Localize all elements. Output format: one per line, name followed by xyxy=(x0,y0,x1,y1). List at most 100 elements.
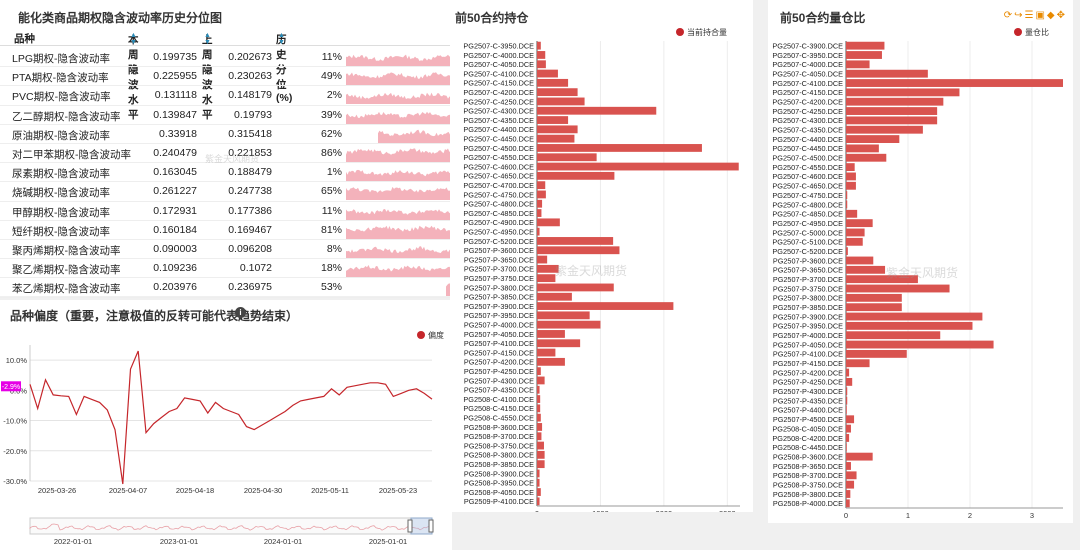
table-row[interactable]: PTA期权-隐含波动率 0.225955 0.230263 49% xyxy=(0,67,452,87)
bar xyxy=(846,471,857,480)
category-label: PG2508-C-4100.DCE xyxy=(463,395,534,404)
category-label: PG2507-P-3600.DCE xyxy=(773,256,843,265)
bar xyxy=(846,181,856,190)
ratio-legend[interactable]: 量仓比 xyxy=(1014,27,1049,38)
bar xyxy=(537,171,615,180)
table-row[interactable]: 烧碱期权-隐含波动率 0.261227 0.247738 65% xyxy=(0,182,452,202)
bar xyxy=(846,228,865,237)
row-cur-vol: 0.090003 xyxy=(153,243,197,255)
sparkline-area xyxy=(346,246,451,258)
category-label: PG2507-C-4650.DCE xyxy=(772,182,843,191)
bell-icon[interactable]: ◆ xyxy=(1046,10,1057,21)
sort-icon[interactable]: ▲ ▼ xyxy=(278,32,285,46)
table-row[interactable]: 苯乙烯期权-隐含波动率 0.203976 0.236975 53% xyxy=(0,278,452,298)
category-label: PG2508-C-4550.DCE xyxy=(463,413,534,422)
list-icon[interactable]: ☰ xyxy=(1024,10,1036,21)
overview-line xyxy=(29,523,433,531)
table-row[interactable]: LPG期权-隐含波动率 0.199735 0.202673 11% xyxy=(0,48,452,68)
table-row[interactable]: 聚丙烯期权-隐含波动率 0.090003 0.096208 8% xyxy=(0,240,452,260)
ratio-chart-panel: 前50合约量仓比 ⟳↪☰▣◆✥ 量仓比 0 1 2 3 PG2507-C-3900.DC… xyxy=(768,0,1073,523)
category-label: PG2508-P-3600.DCE xyxy=(464,423,534,432)
bar xyxy=(846,406,847,414)
category-label: PG2508-C-4150.DCE xyxy=(463,404,534,413)
ratio-bar-chart[interactable]: 0 1 2 3PG2507-C-3900.DCEPG2507-C-3950.DCEPG… xyxy=(768,0,1073,523)
row-name: 尿素期权-隐含波动率 xyxy=(12,168,110,181)
save-image-icon[interactable]: ▣ xyxy=(1035,10,1047,21)
category-label: PG2507-P-4250.DCE xyxy=(773,378,843,387)
sort-icon[interactable]: ▲ ▼ xyxy=(204,32,211,46)
category-label: PG2507-C-4750.DCE xyxy=(463,190,534,199)
table-row[interactable]: 聚乙烯期权-隐含波动率 0.109236 0.1072 18% xyxy=(0,259,452,279)
sparkline-area xyxy=(346,111,451,124)
bias-line-chart[interactable]: 10.0%0.0%-10.0%-20.0%-30.0%-2.9%2025-03-… xyxy=(0,300,452,550)
row-percentile: 62% xyxy=(320,127,342,140)
table-row[interactable]: 甲醇期权-隐含波动率 0.172931 0.177386 11% xyxy=(0,202,452,221)
bar xyxy=(846,209,858,218)
bias-chart-title: 品种偏度（重要，注意极值的反转可能代表趋势结束） xyxy=(10,309,299,323)
category-label: PG2507-C-5200.DCE xyxy=(463,237,534,246)
category-label: PG2509-P-4100.DCE xyxy=(464,497,534,506)
bar xyxy=(846,368,850,377)
category-label: PG2507-P-3750.DCE xyxy=(773,284,843,293)
bar xyxy=(537,302,674,310)
bar xyxy=(846,153,887,162)
bar xyxy=(537,274,556,283)
category-label: PG2507-P-3900.DCE xyxy=(773,312,843,321)
table-row[interactable]: 原油期权-隐含波动率 0.33918 0.315418 62% xyxy=(0,125,452,144)
row-cur-vol: 0.172931 xyxy=(153,204,197,217)
positions-legend[interactable]: 当前持合量 xyxy=(676,27,727,38)
row-percentile: 65% xyxy=(320,185,342,198)
positions-bar-chart[interactable]: 0100020003000PG2507-C-3950.DCEPG2507-C-4… xyxy=(450,0,753,512)
row-cur-vol: 0.199735 xyxy=(153,51,197,63)
category-label: PG2508-P-3700.DCE xyxy=(773,471,843,480)
table-row[interactable]: 尿素期权-隐含波动率 0.163045 0.188479 1% xyxy=(0,163,452,183)
row-name: 乙二醇期权-隐含波动率 xyxy=(12,110,121,123)
table-row[interactable]: 短纤期权-隐含波动率 0.160184 0.169467 81% xyxy=(0,221,452,240)
category-label: PG2507-P-4300.DCE xyxy=(773,387,843,396)
category-label: PG2507-P-3650.DCE xyxy=(773,266,843,275)
category-label: PG2507-C-4950.DCE xyxy=(463,227,534,236)
info-icon[interactable]: i xyxy=(235,307,246,318)
sparkline-fill xyxy=(346,72,451,86)
category-label: PG2507-C-4850.DCE xyxy=(463,209,534,218)
row-name: 甲醇期权-隐含波动率 xyxy=(12,206,110,219)
bar xyxy=(846,499,850,508)
bar xyxy=(537,367,541,376)
overview-tick-label: 2024-01-01 xyxy=(264,537,302,546)
bar xyxy=(537,432,542,441)
category-label: PG2508-P-3800.DCE xyxy=(773,490,843,499)
table-row[interactable]: PVC期权-隐含波动率 0.131118 0.148179 2% xyxy=(0,86,452,106)
x-tick-label: 1000 xyxy=(592,509,609,512)
category-label: PG2508-P-3700.DCE xyxy=(464,432,534,441)
category-label: PG2507-C-4450.DCE xyxy=(772,144,843,153)
bias-chart-panel: 品种偏度（重要，注意极值的反转可能代表趋势结束） i 偏度 10.0%0.0%-… xyxy=(0,300,452,550)
bar xyxy=(846,144,879,153)
category-label: PG2507-C-4550.DCE xyxy=(772,163,843,172)
category-label: PG2507-C-4500.DCE xyxy=(772,154,843,163)
sort-icon[interactable]: ▲ ▼ xyxy=(130,32,137,46)
table-row[interactable]: 乙二醇期权-隐含波动率 0.139847 0.19793 39% xyxy=(0,106,452,125)
bias-legend[interactable]: 偏度 xyxy=(417,330,444,341)
row-cur-vol: 0.131118 xyxy=(154,89,197,102)
row-prev-vol: 0.1072 xyxy=(239,262,272,275)
category-label: PG2507-C-4750.DCE xyxy=(772,191,843,200)
bar xyxy=(846,443,847,452)
sparkline-fill xyxy=(346,246,451,258)
refresh-icon[interactable]: ⟳ xyxy=(1003,10,1015,21)
row-name: 聚乙烯期权-隐含波动率 xyxy=(12,264,121,277)
category-label: PG2507-C-4300.DCE xyxy=(772,116,843,125)
row-percentile: 53% xyxy=(320,281,342,294)
row-cur-vol: 0.163045 xyxy=(153,166,197,179)
fullscreen-icon[interactable]: ✥ xyxy=(1056,10,1067,21)
y-tick-label: 10.0% xyxy=(6,356,28,365)
share-icon[interactable]: ↪ xyxy=(1014,10,1025,21)
row-percentile: 8% xyxy=(326,243,342,255)
bias-legend-label: 偏度 xyxy=(428,331,444,340)
header-prev-vol-label: 上周隐波水平 xyxy=(202,34,213,121)
vol-table-header: 品种 本周隐波水平 ▲ ▼ 上周隐波水平 ▲ ▼ 历史分位(%) ▲ ▼ xyxy=(0,30,452,121)
sparkline-area xyxy=(346,208,451,220)
bar xyxy=(537,199,543,208)
category-label: PG2507-P-4100.DCE xyxy=(773,350,843,359)
bar xyxy=(537,357,565,366)
table-row[interactable]: 对二甲苯期权-隐含波动率 0.240479 0.221853 86% xyxy=(0,144,452,164)
